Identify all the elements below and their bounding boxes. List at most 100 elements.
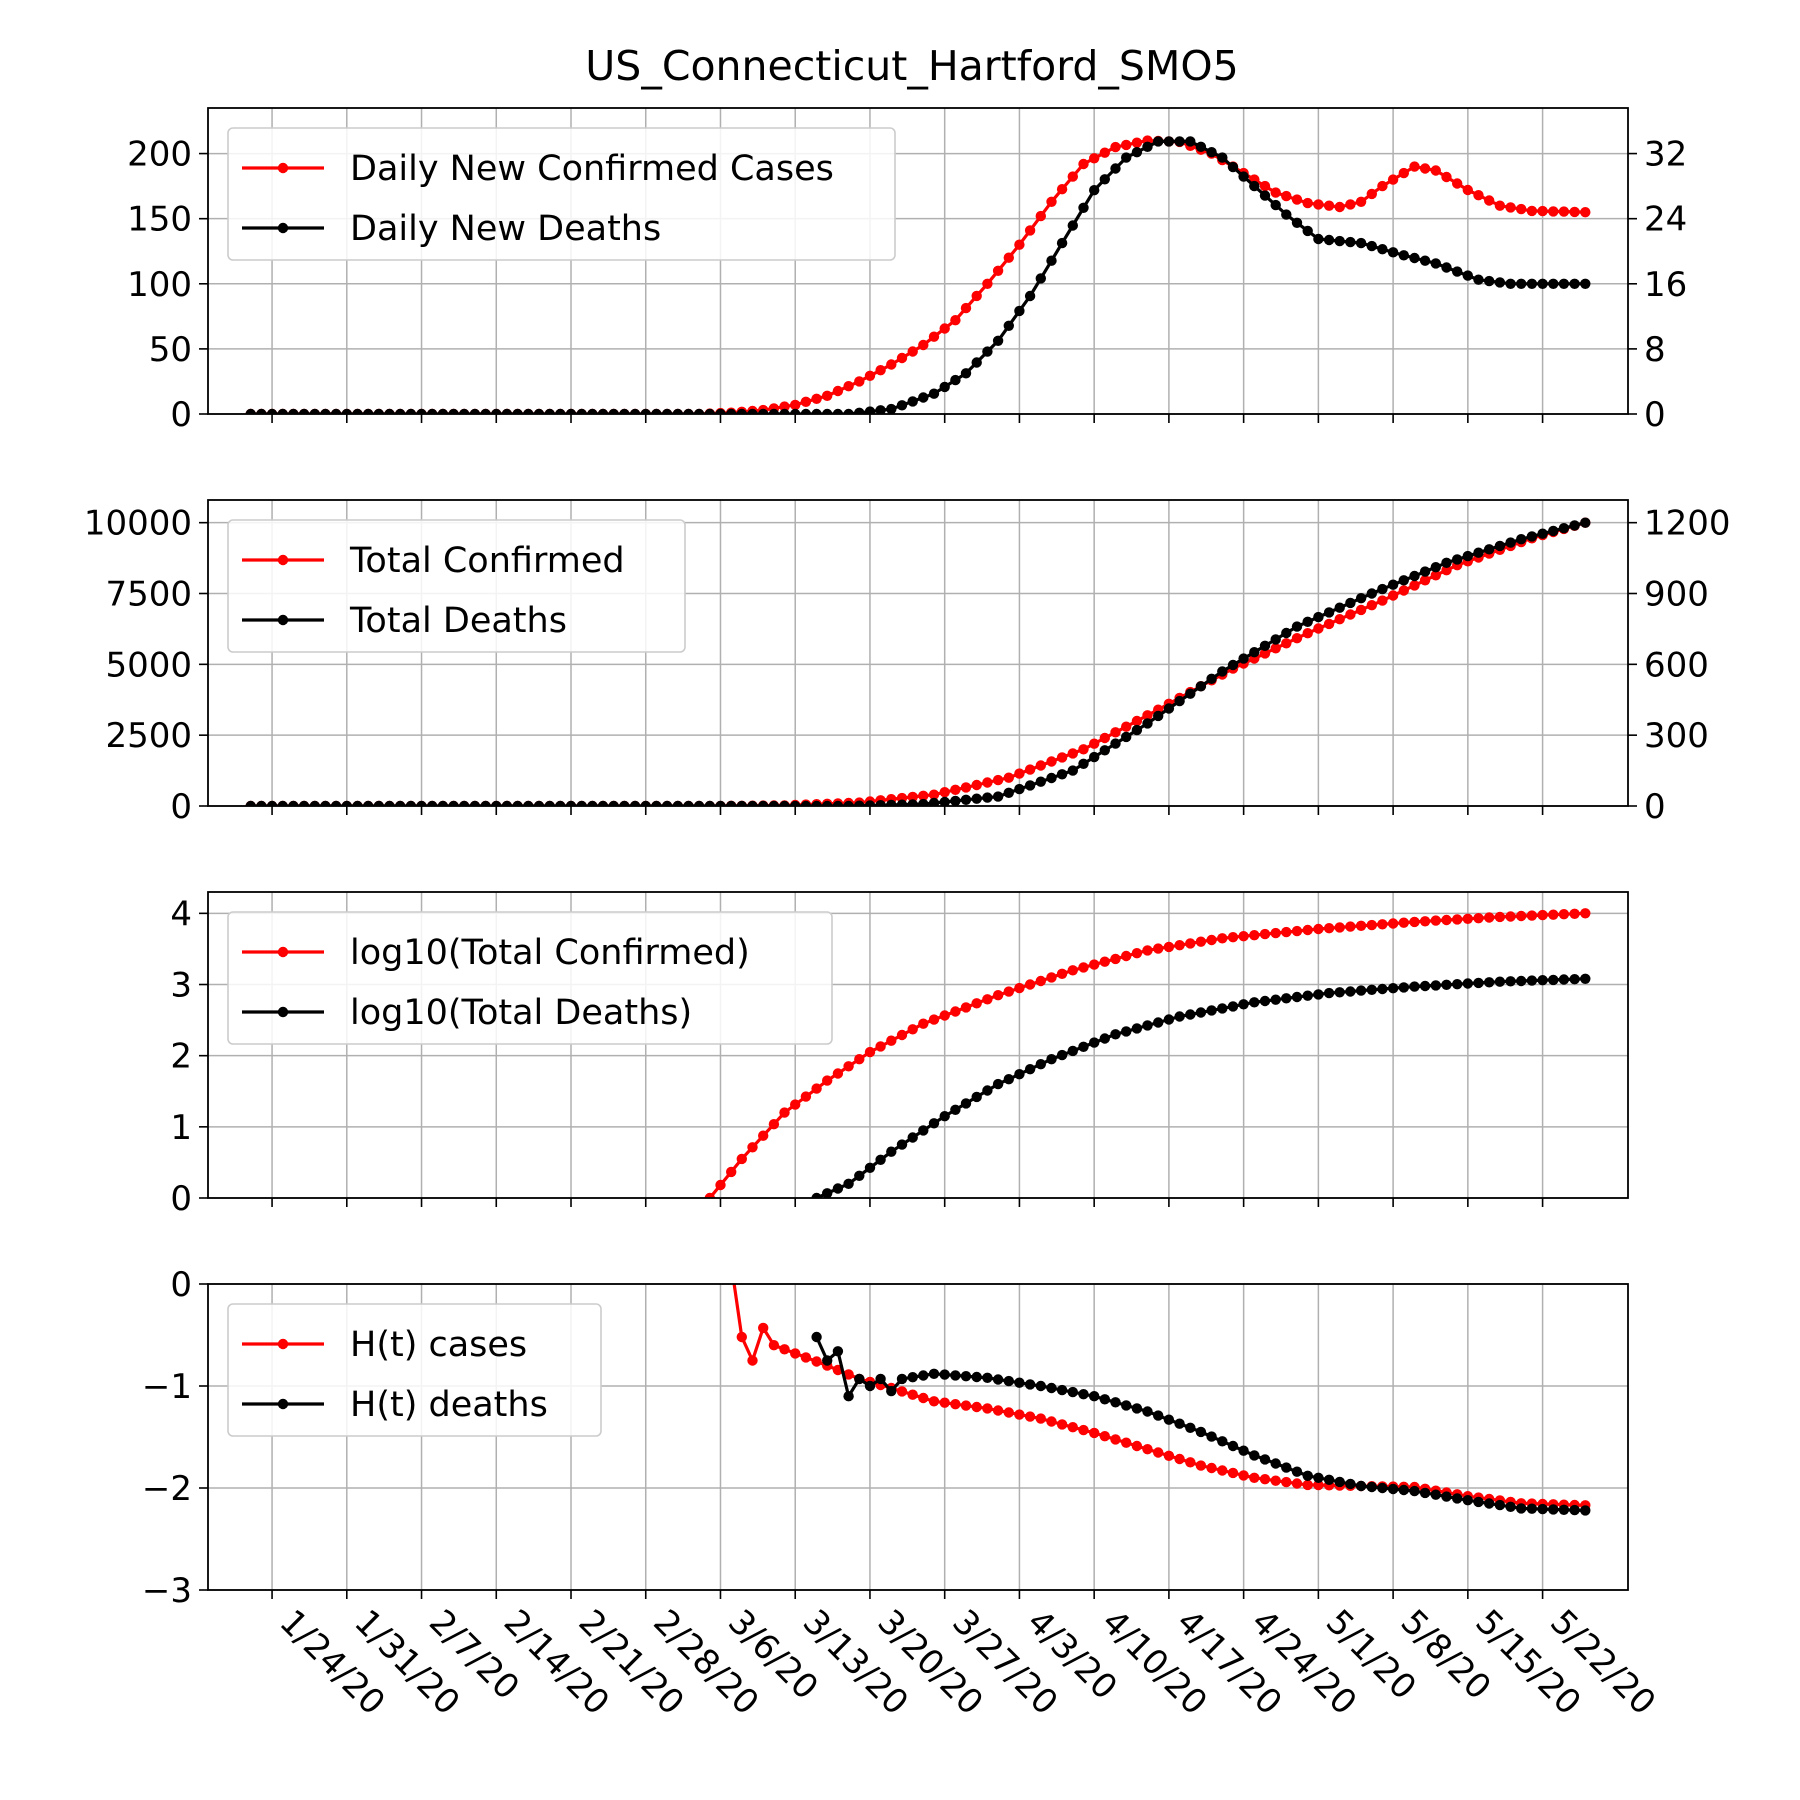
data-point: [1227, 1467, 1239, 1479]
data-point: [918, 790, 929, 801]
data-point: [1142, 710, 1153, 721]
data-point: [928, 1118, 940, 1129]
data-point: [1505, 278, 1516, 289]
data-point: [747, 1355, 758, 1366]
data-point: [1452, 266, 1463, 277]
data-point: [1452, 979, 1463, 990]
data-point: [1281, 1476, 1292, 1488]
data-point: [565, 800, 577, 806]
data-point: [875, 365, 886, 376]
data-point: [661, 800, 673, 806]
data-point: [907, 346, 918, 357]
data-point: [907, 1389, 918, 1400]
data-point: [1195, 1426, 1207, 1438]
data-point: [1366, 588, 1378, 599]
data-point: [373, 800, 384, 806]
y-axis-left: 0 50 100 150 200: [127, 135, 208, 435]
data-point: [1131, 1403, 1143, 1414]
data-point: [1419, 163, 1431, 174]
data-point: [1153, 1017, 1164, 1028]
data-point: [1313, 923, 1324, 935]
data-point: [1462, 913, 1474, 924]
data-point: [1259, 1454, 1271, 1465]
data-point: [768, 408, 780, 414]
y-tick-label: 0: [170, 395, 192, 435]
data-point: [950, 1104, 961, 1116]
data-point: [1217, 1003, 1228, 1014]
data-point: [395, 800, 406, 806]
data-point: [1334, 235, 1345, 247]
data-point: [1302, 616, 1313, 627]
data-point: [352, 800, 363, 806]
data-point: [1366, 240, 1378, 252]
data-point: [363, 408, 374, 414]
subplot-3: 0 1 2 3 4 log10(Total Confirmed) log10(Total D…: [170, 891, 1629, 1219]
data-point: [928, 388, 940, 399]
data-point: [907, 1372, 918, 1383]
data-point: [1035, 210, 1047, 222]
data-point: [1526, 975, 1538, 986]
legend-entry: H(t) deaths: [242, 1385, 548, 1425]
data-point: [768, 1340, 780, 1351]
data-point: [960, 794, 972, 805]
data-point: [832, 408, 844, 414]
data-point: [832, 800, 844, 806]
data-point: [1377, 983, 1388, 995]
data-point: [1387, 590, 1399, 601]
data-point: [1494, 277, 1506, 288]
y-tick-label: 150: [127, 200, 192, 240]
data-point: [1046, 972, 1057, 983]
data-point: [1110, 141, 1121, 153]
data-point: [928, 1014, 940, 1025]
y-tick-label: 32: [1644, 135, 1687, 175]
data-point: [1430, 165, 1442, 176]
data-point: [384, 408, 395, 414]
data-point: [1110, 1434, 1121, 1445]
data-point: [309, 408, 320, 414]
data-point: [1494, 976, 1506, 987]
legend-label: Daily New Confirmed Cases: [350, 149, 834, 189]
data-point: [768, 800, 780, 806]
data-point: [1003, 1407, 1014, 1418]
data-point: [1270, 1475, 1281, 1486]
data-point: [1334, 614, 1345, 625]
data-point: [843, 1061, 854, 1072]
data-point: [330, 408, 342, 414]
data-point: [1580, 973, 1591, 984]
data-point: [330, 800, 342, 806]
data-point: [1569, 974, 1580, 985]
data-point: [1452, 914, 1463, 925]
data-point: [758, 1322, 769, 1334]
data-point: [1355, 1480, 1367, 1492]
data-point: [1217, 666, 1228, 677]
data-point: [619, 800, 630, 806]
data-point: [1419, 255, 1431, 266]
data-point: [491, 408, 502, 414]
data-point: [1131, 137, 1143, 148]
axes-frame: [207, 1283, 1629, 1591]
data-point: [992, 1405, 1004, 1416]
data-point: [1281, 1462, 1292, 1473]
subplot-2: 0 2500 5000 7500 10000 0 300 600 900 1200 Total Co…: [84, 499, 1731, 827]
data-point: [779, 408, 790, 414]
data-point: [1548, 206, 1559, 217]
data-point: [1078, 1041, 1089, 1053]
data-point: [790, 399, 801, 411]
legend-marker: [277, 162, 289, 174]
data-point: [1249, 1450, 1260, 1461]
data-point: [1537, 278, 1548, 289]
data-point: [864, 406, 876, 414]
data-point: [1558, 974, 1570, 985]
data-point: [1024, 225, 1036, 236]
data-point: [1227, 1440, 1239, 1452]
data-point: [1249, 647, 1260, 658]
y-axis-right: 0 300 600 900 1200: [1628, 504, 1731, 827]
data-point: [459, 800, 470, 806]
data-point: [512, 800, 523, 806]
data-point: [779, 401, 790, 412]
series-2: [811, 973, 1591, 1198]
data-point: [1174, 1418, 1185, 1429]
data-point: [800, 1352, 812, 1363]
data-point: [1046, 196, 1057, 207]
